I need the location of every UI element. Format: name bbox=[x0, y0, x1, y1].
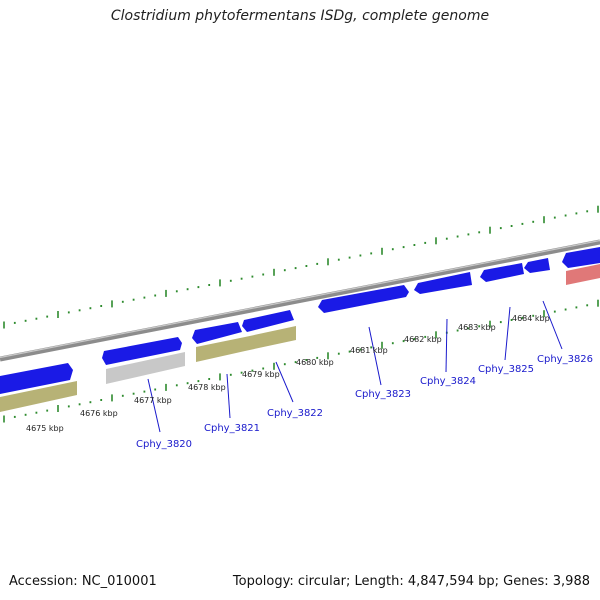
kbp-label: 4683 kbp bbox=[458, 323, 496, 332]
gene-arrow[interactable] bbox=[102, 337, 182, 365]
kbp-label: 4678 kbp bbox=[188, 383, 226, 392]
gene-arrow[interactable] bbox=[524, 258, 550, 273]
gene-arrow[interactable] bbox=[480, 263, 524, 282]
gene-labels: Cphy_3820 Cphy_3821 Cphy_3822 Cphy_3823 … bbox=[136, 354, 593, 450]
gene-arrow[interactable] bbox=[242, 310, 294, 332]
gene-label[interactable]: Cphy_3825 bbox=[478, 364, 534, 375]
gene-label[interactable]: Cphy_3824 bbox=[420, 376, 476, 387]
kbp-label: 4682 kbp bbox=[404, 335, 442, 344]
gene-label[interactable]: Cphy_3821 bbox=[204, 423, 260, 434]
gene-arrow[interactable] bbox=[562, 247, 600, 268]
inner-tick-ring bbox=[3, 299, 599, 423]
kbp-label: 4679 kbp bbox=[242, 370, 280, 379]
gene-label-leaders bbox=[147, 300, 563, 433]
orf-bar[interactable] bbox=[0, 381, 77, 412]
kbp-label: 4680 kbp bbox=[296, 358, 334, 367]
orf-bar[interactable] bbox=[106, 352, 185, 384]
gene-label[interactable]: Cphy_3820 bbox=[136, 439, 192, 450]
orf-strand-genes bbox=[0, 264, 600, 412]
kbp-label: 4675 kbp bbox=[26, 424, 64, 433]
rna-bar[interactable] bbox=[566, 264, 600, 285]
map-title: Clostridium phytofermentans ISDg, comple… bbox=[110, 8, 490, 24]
topology-label: Topology: circular; Length: 4,847,594 bp… bbox=[232, 574, 590, 589]
orf-bar[interactable] bbox=[245, 326, 296, 351]
kbp-labels: 4675 kbp 4676 kbp 4677 kbp 4678 kbp 4679… bbox=[26, 314, 550, 433]
forward-strand-genes bbox=[0, 247, 600, 394]
gene-arrow[interactable] bbox=[192, 322, 242, 344]
gene-label[interactable]: Cphy_3823 bbox=[355, 389, 411, 400]
outer-tick-ring bbox=[3, 205, 599, 329]
gene-arrow[interactable] bbox=[0, 363, 73, 394]
gene-label[interactable]: Cphy_3822 bbox=[267, 408, 323, 419]
genome-backbone bbox=[0, 239, 600, 362]
kbp-label: 4681 kbp bbox=[350, 346, 388, 355]
gene-arrow[interactable] bbox=[414, 272, 472, 294]
kbp-label: 4676 kbp bbox=[80, 409, 118, 418]
kbp-label: 4677 kbp bbox=[134, 396, 172, 405]
genome-backbone-highlight bbox=[0, 239, 600, 359]
gene-label[interactable]: Cphy_3826 bbox=[537, 354, 593, 365]
accession-label: Accession: NC_010001 bbox=[9, 574, 157, 589]
orf-bar[interactable] bbox=[196, 337, 245, 362]
gene-arrow[interactable] bbox=[318, 285, 409, 313]
kbp-label: 4684 kbp bbox=[512, 314, 550, 323]
